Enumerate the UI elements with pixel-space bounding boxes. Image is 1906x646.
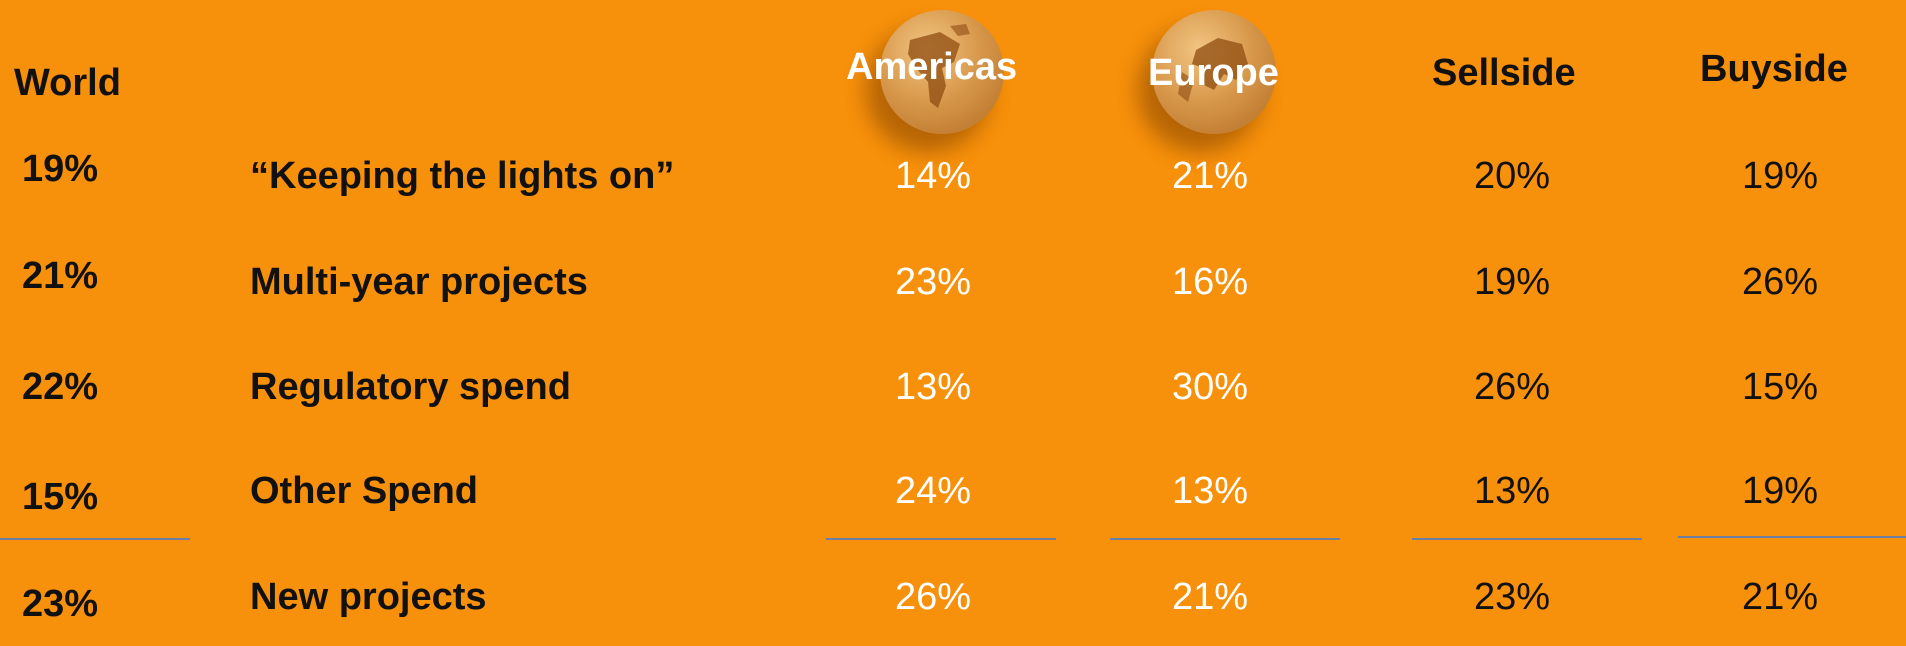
sellside-value: 26% — [1473, 366, 1551, 408]
world-value: 15% — [22, 476, 99, 518]
header-buyside: Buyside — [1700, 48, 1848, 90]
separator-line — [0, 538, 190, 540]
buyside-value: 15% — [1741, 366, 1819, 408]
americas-value: 24% — [894, 470, 972, 512]
separator-line — [1678, 536, 1906, 538]
sellside-value: 23% — [1473, 576, 1551, 618]
europe-value: 13% — [1171, 470, 1249, 512]
header-sellside: Sellside — [1432, 52, 1576, 94]
europe-value: 21% — [1171, 576, 1249, 618]
world-value: 23% — [22, 583, 99, 625]
row-label: Multi-year projects — [250, 261, 588, 303]
globe-americas-icon — [880, 10, 1004, 134]
sellside-value: 20% — [1473, 155, 1551, 197]
europe-value: 30% — [1171, 366, 1249, 408]
separator-line — [1412, 538, 1642, 540]
row-label: “Keeping the lights on” — [250, 155, 675, 197]
row-label: Other Spend — [250, 470, 479, 512]
header-world: World — [14, 62, 121, 104]
row-label: Regulatory spend — [250, 366, 571, 408]
americas-value: 14% — [894, 155, 972, 197]
world-value: 19% — [22, 148, 99, 190]
europe-value: 16% — [1171, 261, 1249, 303]
americas-value: 23% — [894, 261, 972, 303]
row-label: New projects — [250, 576, 487, 618]
header-americas: Americas — [846, 46, 1018, 88]
separator-line — [826, 538, 1056, 540]
sellside-value: 13% — [1473, 470, 1551, 512]
header-europe: Europe — [1148, 52, 1279, 94]
world-value: 22% — [22, 366, 99, 408]
buyside-value: 19% — [1741, 470, 1819, 512]
americas-value: 26% — [894, 576, 972, 618]
buyside-value: 21% — [1741, 576, 1819, 618]
world-value: 21% — [22, 255, 99, 297]
buyside-value: 19% — [1741, 155, 1819, 197]
globe-europe-icon — [1152, 10, 1276, 134]
sellside-value: 19% — [1473, 261, 1551, 303]
separator-line — [1110, 538, 1340, 540]
buyside-value: 26% — [1741, 261, 1819, 303]
americas-value: 13% — [894, 366, 972, 408]
europe-value: 21% — [1171, 155, 1249, 197]
